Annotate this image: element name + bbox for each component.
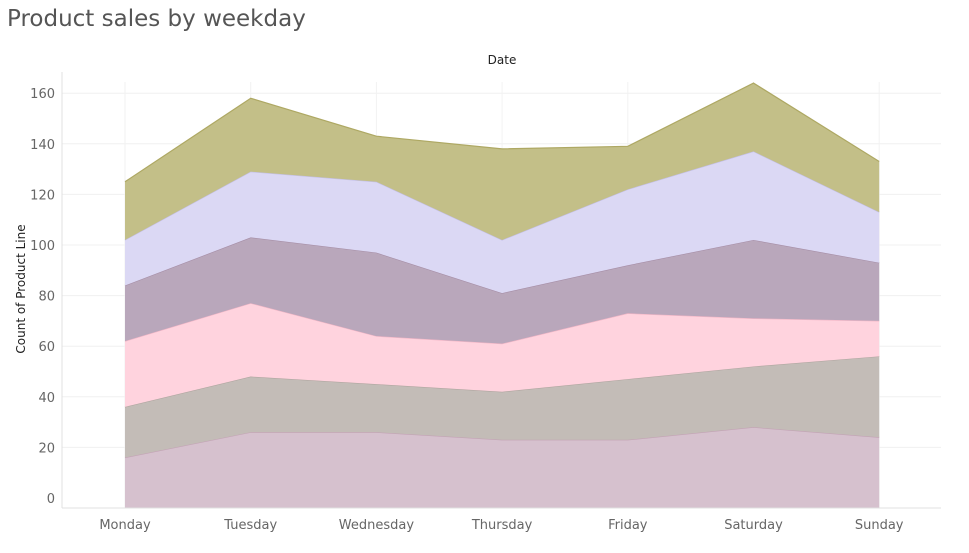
area-series-5 — [125, 151, 880, 294]
x-tick-label: Tuesday — [223, 518, 277, 533]
y-tick-label: 80 — [38, 290, 55, 305]
x-tick-label: Thursday — [471, 518, 533, 533]
x-tick-label: Saturday — [724, 518, 783, 533]
y-tick-label: 60 — [38, 340, 55, 355]
area-series-group — [124, 82, 880, 508]
y-tick-label: 20 — [38, 441, 55, 456]
x-tick-label: Monday — [99, 518, 151, 533]
area-series-2 — [125, 356, 880, 458]
x-tick-label: Sunday — [855, 518, 904, 533]
area-series-1 — [125, 427, 880, 508]
area-series-4 — [125, 237, 880, 344]
y-tick-label: 0 — [47, 492, 55, 507]
area-series-6 — [125, 83, 880, 240]
y-tick-label: 100 — [30, 239, 55, 254]
x-tick-label: Wednesday — [339, 518, 415, 533]
column-header: Date — [488, 53, 517, 67]
y-axis-title: Count of Product Line — [14, 224, 28, 353]
y-tick-label: 120 — [30, 188, 55, 203]
axes: 0 20 40 60 80 100 120 140 160 Monday Tuesday Wednes… — [30, 72, 941, 533]
area-series-6-edge — [124, 82, 880, 183]
y-tick-label: 160 — [30, 87, 55, 102]
y-tick-label: 40 — [38, 391, 55, 406]
chart-title: Product sales by weekday — [7, 6, 306, 32]
x-tick-label: Friday — [608, 518, 648, 533]
y-tick-label: 140 — [30, 138, 55, 153]
area-series-3 — [125, 303, 880, 407]
